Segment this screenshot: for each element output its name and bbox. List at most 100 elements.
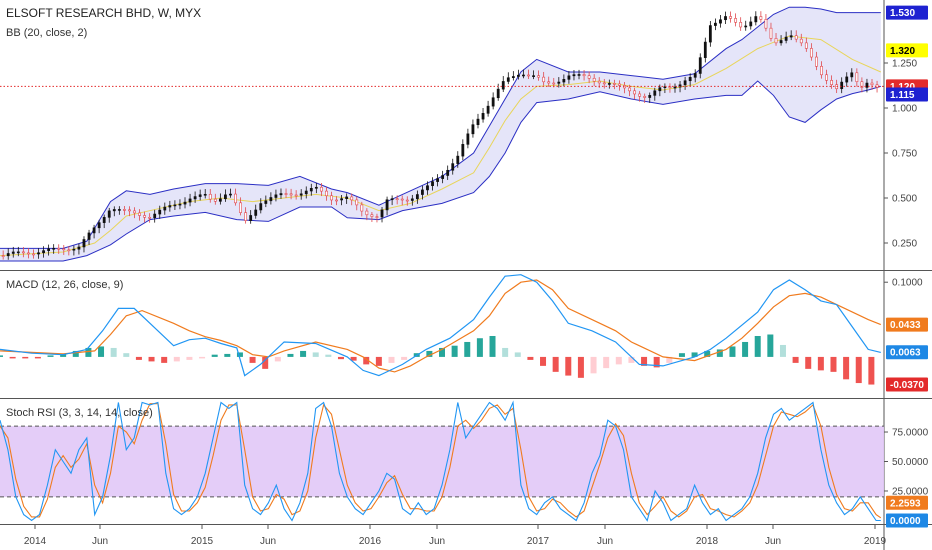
candle-body — [774, 38, 778, 44]
candle-body — [567, 75, 571, 80]
candle-body — [365, 210, 369, 216]
macd-histogram-bar — [565, 356, 572, 376]
candle-body — [62, 248, 66, 251]
candle-body — [218, 198, 222, 202]
macd-histogram-bar — [123, 353, 130, 357]
candle-body — [345, 196, 349, 199]
macd-histogram-bar — [72, 350, 79, 357]
candle-body — [587, 75, 591, 79]
price-badge-label: 1.120 — [890, 82, 915, 93]
candle-body — [759, 16, 763, 20]
candle-body — [522, 74, 525, 77]
price-badge: 2.2593 — [886, 495, 928, 510]
macd-histogram-bar — [476, 338, 483, 357]
x-tick-label: Jun — [429, 536, 445, 547]
candle-body — [52, 247, 56, 250]
candle-body — [158, 209, 162, 215]
candle-body — [820, 66, 823, 76]
price-badge: 1.320 — [886, 43, 928, 58]
price-badge: 1.115 — [886, 87, 928, 102]
y-tick-label: 0.250 — [892, 239, 917, 250]
candle-body — [612, 83, 616, 85]
candle-body — [719, 19, 722, 24]
price-badge: -0.0370 — [886, 377, 928, 392]
candle-body — [259, 203, 263, 211]
macd-histogram-bar — [173, 356, 180, 362]
candle-body — [602, 82, 606, 85]
candle-body — [431, 181, 434, 187]
bb-indicator-label: BB (20, close, 2) — [6, 27, 87, 39]
candle-body — [537, 75, 541, 78]
macd-histogram-bar — [375, 356, 382, 366]
candle-body — [117, 209, 121, 211]
candle-body — [82, 239, 86, 248]
candle-body — [653, 90, 657, 96]
macd-histogram-bar — [236, 352, 243, 357]
macd-indicator-label: MACD (12, 26, close, 9) — [6, 279, 123, 291]
candle-body — [143, 215, 146, 218]
price-badge-label: 2.2593 — [890, 498, 921, 509]
candle-body — [466, 133, 470, 145]
candle-body — [779, 40, 783, 44]
y-tick-label: 0.1000 — [892, 278, 923, 289]
price-badge-label: 1.115 — [890, 90, 915, 101]
candle-body — [850, 72, 854, 78]
bb-lower-line — [0, 80, 881, 262]
candle-body — [390, 198, 394, 201]
candle-body — [173, 204, 177, 207]
x-tick-label: 2019 — [864, 536, 887, 547]
candle-body — [456, 155, 460, 164]
candle-body — [405, 199, 409, 202]
candle-body — [239, 202, 242, 213]
candle-body — [597, 80, 601, 84]
macd-histogram-bar — [60, 353, 67, 357]
macd-histogram-bar — [47, 355, 54, 357]
candle-body — [325, 190, 328, 197]
candle-body — [481, 113, 485, 120]
candle-body — [32, 253, 35, 256]
macd-histogram-bar — [401, 356, 408, 360]
candle-body — [633, 90, 636, 95]
price-badge: 0.0433 — [886, 317, 928, 332]
macd-histogram-bar — [615, 356, 622, 365]
x-tick-label: 2015 — [191, 536, 214, 547]
macd-histogram-bar — [0, 355, 3, 357]
candle-body — [794, 35, 798, 40]
candle-body — [274, 194, 278, 198]
candle-body — [471, 124, 475, 135]
candle-body — [592, 77, 596, 82]
x-tick-label: Jun — [597, 536, 613, 547]
bb-upper-line — [0, 6, 881, 249]
candle-body — [148, 216, 152, 219]
macd-histogram-bar — [274, 356, 281, 362]
macd-histogram-bar — [110, 347, 117, 357]
y-tick-label: 50.0000 — [892, 457, 929, 468]
macd-histogram-bar — [666, 356, 673, 363]
candle-body — [446, 169, 450, 176]
candle-body — [799, 38, 803, 44]
candle-body — [562, 79, 566, 83]
candle-body — [193, 196, 197, 200]
macd-histogram-bar — [489, 335, 496, 357]
candle-body — [284, 193, 288, 195]
candle-body — [229, 193, 232, 196]
macd-histogram-bar — [540, 356, 547, 366]
candle-body — [183, 201, 187, 205]
candle-body — [865, 82, 869, 88]
stoch-d-line — [0, 403, 882, 519]
candle-body — [47, 248, 51, 251]
macd-histogram-bar — [691, 352, 698, 357]
candle-body — [491, 97, 495, 107]
candle-body — [744, 25, 748, 28]
x-tick-label: Jun — [765, 536, 781, 547]
candle-body — [299, 193, 303, 196]
macd-histogram-bar — [792, 356, 799, 363]
macd-histogram-bar — [426, 350, 433, 357]
candle-body — [461, 144, 465, 157]
x-tick-label: 2017 — [527, 536, 550, 547]
candle-body — [234, 193, 237, 204]
candle-body — [441, 175, 445, 179]
macd-histogram-bar — [186, 356, 193, 360]
candle-body — [385, 199, 389, 211]
